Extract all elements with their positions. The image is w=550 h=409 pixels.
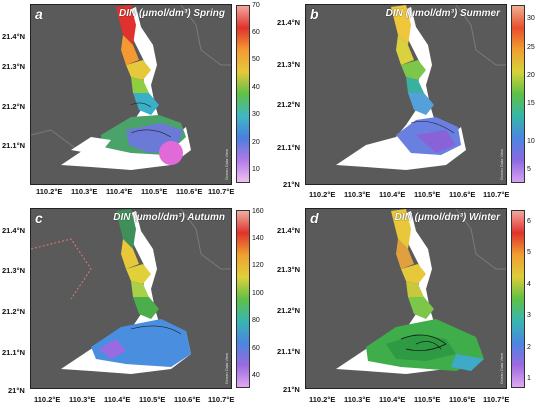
lat-label: 21°N — [283, 385, 300, 394]
map-spring: a DIN (μmol/dm³) Spring Ocean Data View — [30, 4, 232, 185]
colorbar-tick: 1 — [527, 375, 531, 382]
lon-label: 110.7°E — [483, 190, 510, 199]
panel-autumn: c DIN (μmol/dm³) Autumn Ocean Data View … — [0, 204, 275, 408]
lon-label: 110.6°E — [176, 187, 203, 196]
lon-label: 110.3°E — [344, 395, 371, 404]
colorbar-tick: 70 — [252, 2, 260, 9]
lat-label: 21.1°N — [277, 347, 301, 356]
lat-label: 21.1°N — [2, 348, 26, 357]
panel-letter: b — [310, 6, 319, 22]
lon-label: 110.4°E — [104, 395, 131, 404]
lon-label: 110.5°E — [414, 190, 441, 199]
panel-winter: d DIN (μmol/dm³) Winter Ocean Data View … — [275, 204, 550, 408]
lon-label: 110.2°E — [36, 187, 63, 196]
colorbar-tick: 50 — [252, 56, 260, 63]
lat-label: 21.4°N — [2, 32, 26, 41]
lat-label: 21.4°N — [277, 18, 301, 27]
lon-label: 110.6°E — [174, 395, 201, 404]
lon-label: 110.2°E — [309, 190, 336, 199]
colorbar-tick: 10 — [527, 138, 535, 145]
panel-title: DIN (μmol/dm³) Spring — [118, 8, 225, 19]
lon-label: 110.4°E — [379, 190, 406, 199]
lat-label: 21.2°N — [277, 100, 301, 109]
colorbar-tick: 60 — [252, 345, 260, 352]
colorbar — [236, 5, 250, 183]
lon-label: 110.6°E — [449, 190, 476, 199]
lon-label: 110.3°E — [69, 395, 96, 404]
colorbar-tick: 120 — [252, 262, 264, 269]
lon-label: 110.4°E — [106, 187, 133, 196]
colorbar — [511, 210, 525, 388]
credit-label: Ocean Data View — [499, 148, 504, 180]
lon-label: 110.3°E — [71, 187, 98, 196]
panel-title: DIN (μmol/dm³) Winter — [394, 212, 500, 223]
lon-label: 110.5°E — [139, 395, 166, 404]
colorbar-tick: 5 — [527, 166, 531, 173]
colorbar-tick: 80 — [252, 317, 260, 324]
credit-label: Ocean Data View — [224, 352, 229, 384]
colorbar-tick: 25 — [527, 44, 535, 51]
colorbar-tick: 100 — [252, 290, 264, 297]
lon-label: 110.2°E — [309, 395, 336, 404]
colorbar-tick: 4 — [527, 281, 531, 288]
lon-label: 110.6°E — [449, 395, 476, 404]
panel-summer: b DIN (μmol/dm³) Summer Ocean Data View … — [275, 0, 550, 204]
colorbar-tick: 20 — [252, 139, 260, 146]
summer-field-svg — [336, 5, 506, 170]
colorbar-tick: 160 — [252, 208, 264, 215]
lat-label: 21.2°N — [2, 102, 26, 111]
colorbar-tick: 3 — [527, 312, 531, 319]
panel-letter: c — [35, 210, 43, 226]
map-autumn: c DIN (μmol/dm³) Autumn Ocean Data View — [30, 208, 232, 389]
lon-label: 110.7°E — [208, 395, 235, 404]
map-summer: b DIN (μmol/dm³) Summer Ocean Data View — [305, 4, 507, 185]
colorbar-tick: 10 — [252, 166, 260, 173]
spring-field-svg — [31, 5, 231, 170]
lat-label: 21.4°N — [2, 226, 26, 235]
lat-label: 21.3°N — [2, 266, 26, 275]
colorbar-tick: 6 — [527, 218, 531, 225]
lon-label: 110.4°E — [379, 395, 406, 404]
credit-label: Ocean Data View — [499, 352, 504, 384]
colorbar-tick: 40 — [252, 372, 260, 379]
lat-label: 21.2°N — [2, 307, 26, 316]
lat-label: 21.3°N — [277, 60, 301, 69]
panel-spring: a DIN (μmol/dm³) Spring Ocean Data View … — [0, 0, 275, 204]
lat-label: 21°N — [8, 386, 25, 395]
colorbar-tick: 5 — [527, 249, 531, 256]
lat-label: 21.1°N — [277, 143, 301, 152]
lat-label: 21.4°N — [277, 226, 301, 235]
lon-label: 110.7°E — [208, 187, 235, 196]
lat-label: 21.3°N — [2, 62, 26, 71]
colorbar-tick: 20 — [527, 72, 535, 79]
credit-label: Ocean Data View — [224, 148, 229, 180]
colorbar — [236, 210, 250, 388]
autumn-field-svg — [31, 209, 231, 374]
colorbar-tick: 40 — [252, 84, 260, 91]
colorbar-tick: 30 — [252, 111, 260, 118]
panel-title: DIN (μmol/dm³) Summer — [385, 8, 500, 19]
map-winter: d DIN (μmol/dm³) Winter Ocean Data View — [305, 208, 507, 389]
lon-label: 110.5°E — [141, 187, 168, 196]
colorbar-tick: 140 — [252, 235, 264, 242]
panel-title: DIN (μmol/dm³) Autumn — [113, 212, 225, 223]
lon-label: 110.2°E — [34, 395, 61, 404]
lon-label: 110.7°E — [483, 395, 510, 404]
panel-letter: d — [310, 210, 319, 226]
panel-letter: a — [35, 6, 43, 22]
colorbar-tick: 60 — [252, 29, 260, 36]
winter-field-svg — [336, 209, 506, 374]
colorbar-tick: 30 — [527, 15, 535, 22]
colorbar — [511, 5, 525, 183]
lon-label: 110.3°E — [344, 190, 371, 199]
lat-label: 21°N — [283, 180, 300, 189]
colorbar-tick: 2 — [527, 344, 531, 351]
lat-label: 21.1°N — [2, 141, 26, 150]
lat-label: 21.2°N — [277, 306, 301, 315]
colorbar-tick: 15 — [527, 100, 535, 107]
lat-label: 21.3°N — [277, 265, 301, 274]
lon-label: 110.5°E — [414, 395, 441, 404]
